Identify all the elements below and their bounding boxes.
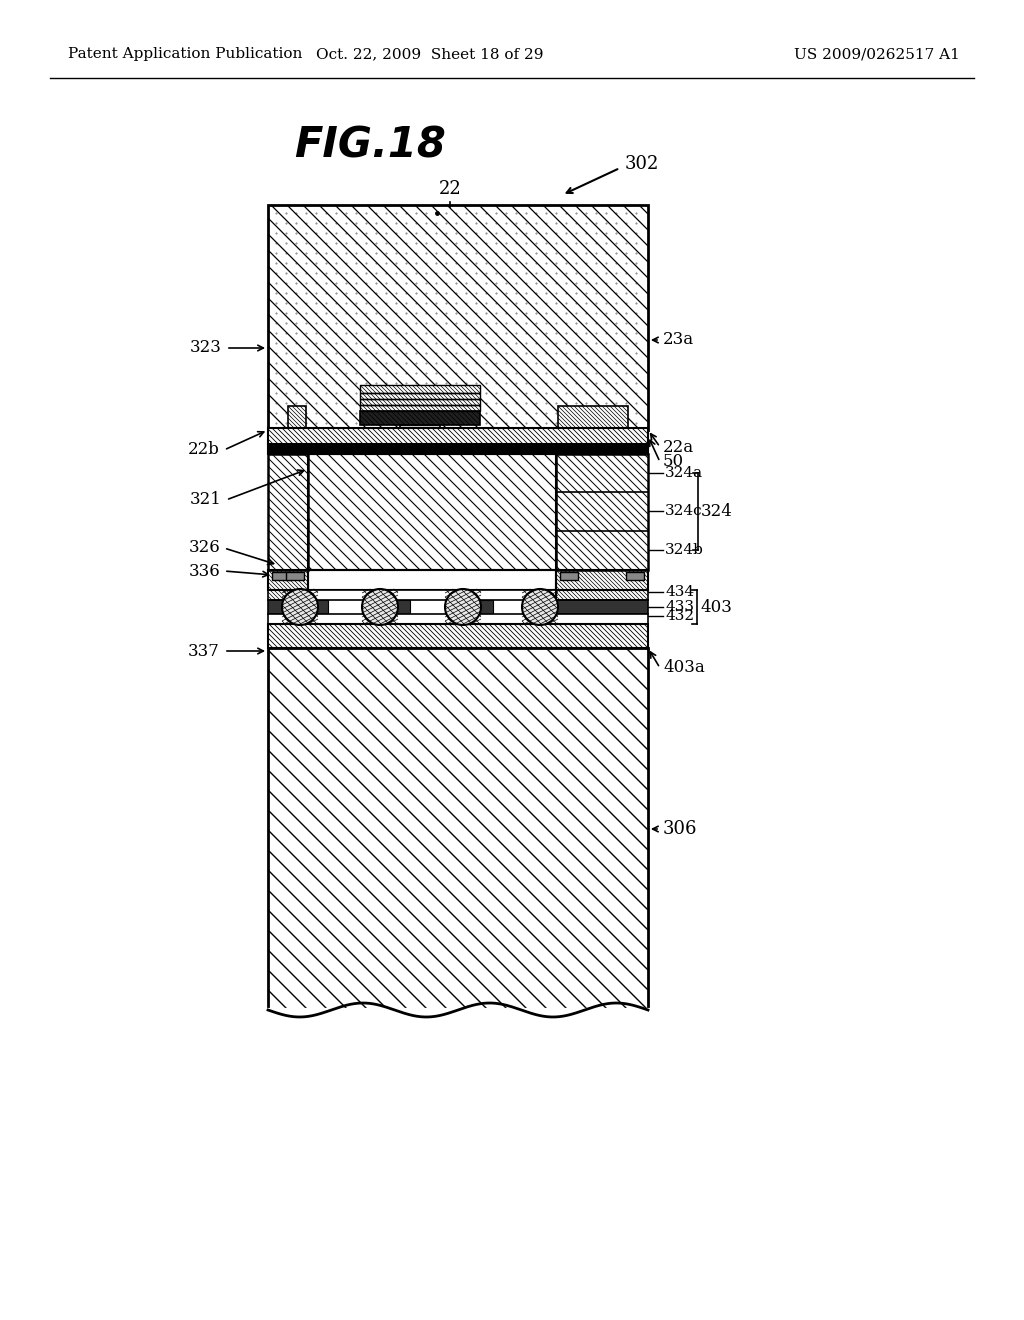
Text: FIG.18: FIG.18 [294, 124, 445, 166]
Bar [558, 407, 628, 428]
Bar [360, 405, 480, 411]
Bar [560, 572, 578, 579]
Bar [288, 407, 306, 428]
Bar [268, 590, 308, 601]
Bar [556, 454, 648, 570]
Circle shape [362, 589, 398, 624]
Bar [268, 428, 648, 444]
Text: 336: 336 [188, 562, 220, 579]
Bar [556, 454, 648, 570]
Bar [268, 454, 308, 570]
Bar [556, 601, 648, 614]
Bar [268, 444, 648, 454]
Bar [268, 570, 308, 590]
Bar [308, 454, 556, 570]
Text: 326: 326 [188, 540, 220, 557]
Bar [268, 624, 648, 648]
Bar [558, 407, 628, 428]
Bar [360, 393, 480, 399]
Bar [268, 205, 648, 430]
Text: 434: 434 [665, 585, 694, 599]
Bar [308, 454, 556, 570]
Bar [360, 411, 480, 425]
Text: 22: 22 [438, 180, 462, 198]
Circle shape [522, 589, 558, 624]
Bar [360, 411, 480, 425]
Bar [536, 601, 556, 614]
Text: 323: 323 [190, 339, 222, 356]
Bar [272, 572, 290, 579]
Bar [473, 601, 493, 614]
Bar [556, 590, 648, 601]
Text: Patent Application Publication: Patent Application Publication [68, 48, 302, 61]
Bar [556, 570, 648, 590]
Text: 302: 302 [625, 154, 659, 173]
Circle shape [445, 589, 481, 624]
Text: Oct. 22, 2009  Sheet 18 of 29: Oct. 22, 2009 Sheet 18 of 29 [316, 48, 544, 61]
Bar [360, 385, 480, 393]
Bar [268, 648, 648, 1010]
Bar [268, 205, 648, 430]
Text: 23a: 23a [663, 331, 694, 348]
Bar [400, 425, 440, 428]
Text: 321: 321 [190, 491, 222, 508]
Text: 22b: 22b [188, 441, 220, 458]
Bar [268, 570, 308, 590]
Bar [308, 570, 556, 590]
Bar [268, 428, 648, 444]
Text: 50: 50 [663, 454, 684, 470]
Text: 324b: 324b [665, 543, 703, 557]
Bar [268, 648, 648, 1010]
Bar [360, 399, 480, 405]
Text: 432: 432 [665, 609, 694, 623]
Bar [360, 385, 480, 393]
Bar [360, 393, 480, 399]
Bar [360, 399, 480, 405]
Text: 324c: 324c [665, 504, 702, 517]
Bar [286, 572, 304, 579]
Text: 433: 433 [665, 601, 694, 614]
Bar [626, 572, 644, 579]
Circle shape [282, 589, 318, 624]
Text: 324a: 324a [665, 466, 703, 480]
Bar [268, 614, 648, 624]
Bar [268, 454, 308, 570]
Text: 22a: 22a [663, 438, 694, 455]
Bar [556, 590, 648, 601]
Bar [308, 590, 556, 601]
Text: US 2009/0262517 A1: US 2009/0262517 A1 [795, 48, 961, 61]
Bar [288, 407, 306, 428]
Text: 306: 306 [663, 820, 697, 838]
Text: 337: 337 [188, 643, 220, 660]
Bar [268, 624, 648, 648]
Bar [360, 405, 480, 411]
Text: 403a: 403a [663, 660, 705, 676]
Bar [390, 601, 410, 614]
Text: 324: 324 [701, 503, 733, 520]
Bar [308, 601, 328, 614]
Bar [268, 601, 308, 614]
Text: 403: 403 [700, 598, 732, 615]
Bar [268, 590, 308, 601]
Bar [556, 570, 648, 590]
